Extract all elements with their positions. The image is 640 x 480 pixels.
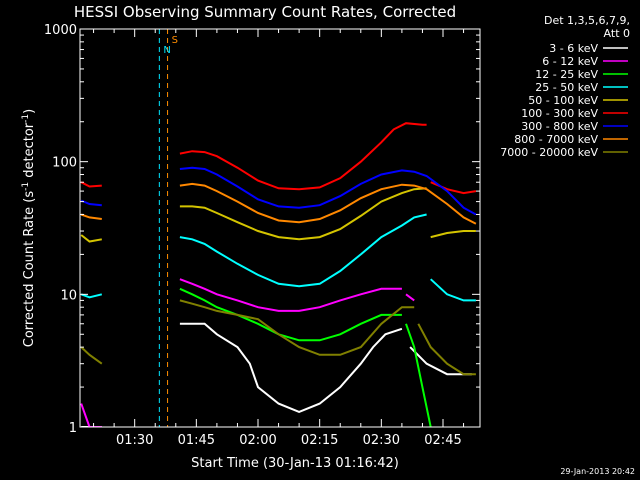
series-5-line-1: [179, 122, 427, 191]
x-tick-label: 01:30: [116, 433, 153, 448]
y-tick-label: 100: [52, 156, 77, 171]
x-tick-label: 02:30: [363, 433, 400, 448]
legend-label-1: 6 - 12 keV: [542, 55, 598, 68]
series-6-line-1: [179, 166, 477, 216]
series-5-line-0: [80, 181, 102, 188]
y-axis: 1 10 100 1000: [44, 23, 480, 436]
footer-timestamp: 29-Jan-2013 20:42: [560, 467, 635, 476]
legend-header-line1: Det 1,3,5,6,7,9,: [544, 14, 630, 27]
marker-label-N: N: [163, 45, 170, 56]
series-1: [80, 278, 415, 427]
x-tick-label: 02:15: [301, 433, 338, 448]
series-8-line-0: [80, 346, 103, 365]
series-layer: [80, 122, 477, 427]
legend-label-2: 12 - 25 keV: [535, 68, 598, 81]
series-4-line-1: [179, 187, 427, 241]
x-tick-label: 02:00: [239, 433, 276, 448]
legend-label-6: 300 - 800 keV: [521, 120, 598, 133]
y-tick-label: 1: [69, 421, 77, 436]
series-3-line-2: [430, 278, 476, 302]
series-7: [80, 182, 477, 225]
series-2-line-1: [405, 323, 432, 427]
legend-label-0: 3 - 6 keV: [549, 42, 598, 55]
legend-label-3: 25 - 50 keV: [535, 81, 598, 94]
series-8-line-2: [417, 323, 476, 376]
x-tick-label: 01:45: [178, 433, 215, 448]
series-3: [80, 213, 476, 302]
y-axis-label: Corrected Count Rate (s-1 detector-1): [21, 109, 37, 347]
plot-frame: [79, 28, 481, 428]
series-3-line-1: [179, 213, 427, 288]
legend-label-5: 100 - 300 keV: [521, 107, 598, 120]
series-1-line-1: [179, 278, 402, 312]
x-axis: 01:30 01:45 02:00 02:15 02:30 02:45: [93, 29, 465, 448]
series-0-line-1: [179, 322, 403, 413]
legend-label-7: 800 - 7000 keV: [514, 133, 598, 146]
series-8: [80, 299, 476, 376]
series-3-line-0: [80, 293, 103, 299]
series-4: [80, 187, 476, 243]
legend-header-line2: Att 0: [604, 27, 630, 40]
y-tick-label: 10: [60, 288, 77, 303]
series-1-line-0: [80, 403, 102, 427]
series-7-line-0: [80, 213, 102, 220]
legend-label-8: 7000 - 20000 keV: [500, 146, 598, 159]
y-tick-label: 1000: [44, 23, 77, 38]
series-4-line-2: [430, 230, 476, 239]
series-4-line-0: [80, 234, 102, 243]
series-7-line-1: [179, 182, 477, 225]
marker-label-S: S: [172, 35, 178, 46]
x-tick-label: 02:45: [424, 433, 461, 448]
series-1-line-2: [405, 293, 415, 302]
x-axis-label: Start Time (30-Jan-13 01:16:42): [191, 456, 399, 471]
chart-title: HESSI Observing Summary Count Rates, Cor…: [74, 3, 456, 21]
series-8-line-1: [179, 299, 415, 356]
marker-layer: SN: [158, 29, 178, 427]
legend-label-4: 50 - 100 keV: [528, 94, 598, 107]
